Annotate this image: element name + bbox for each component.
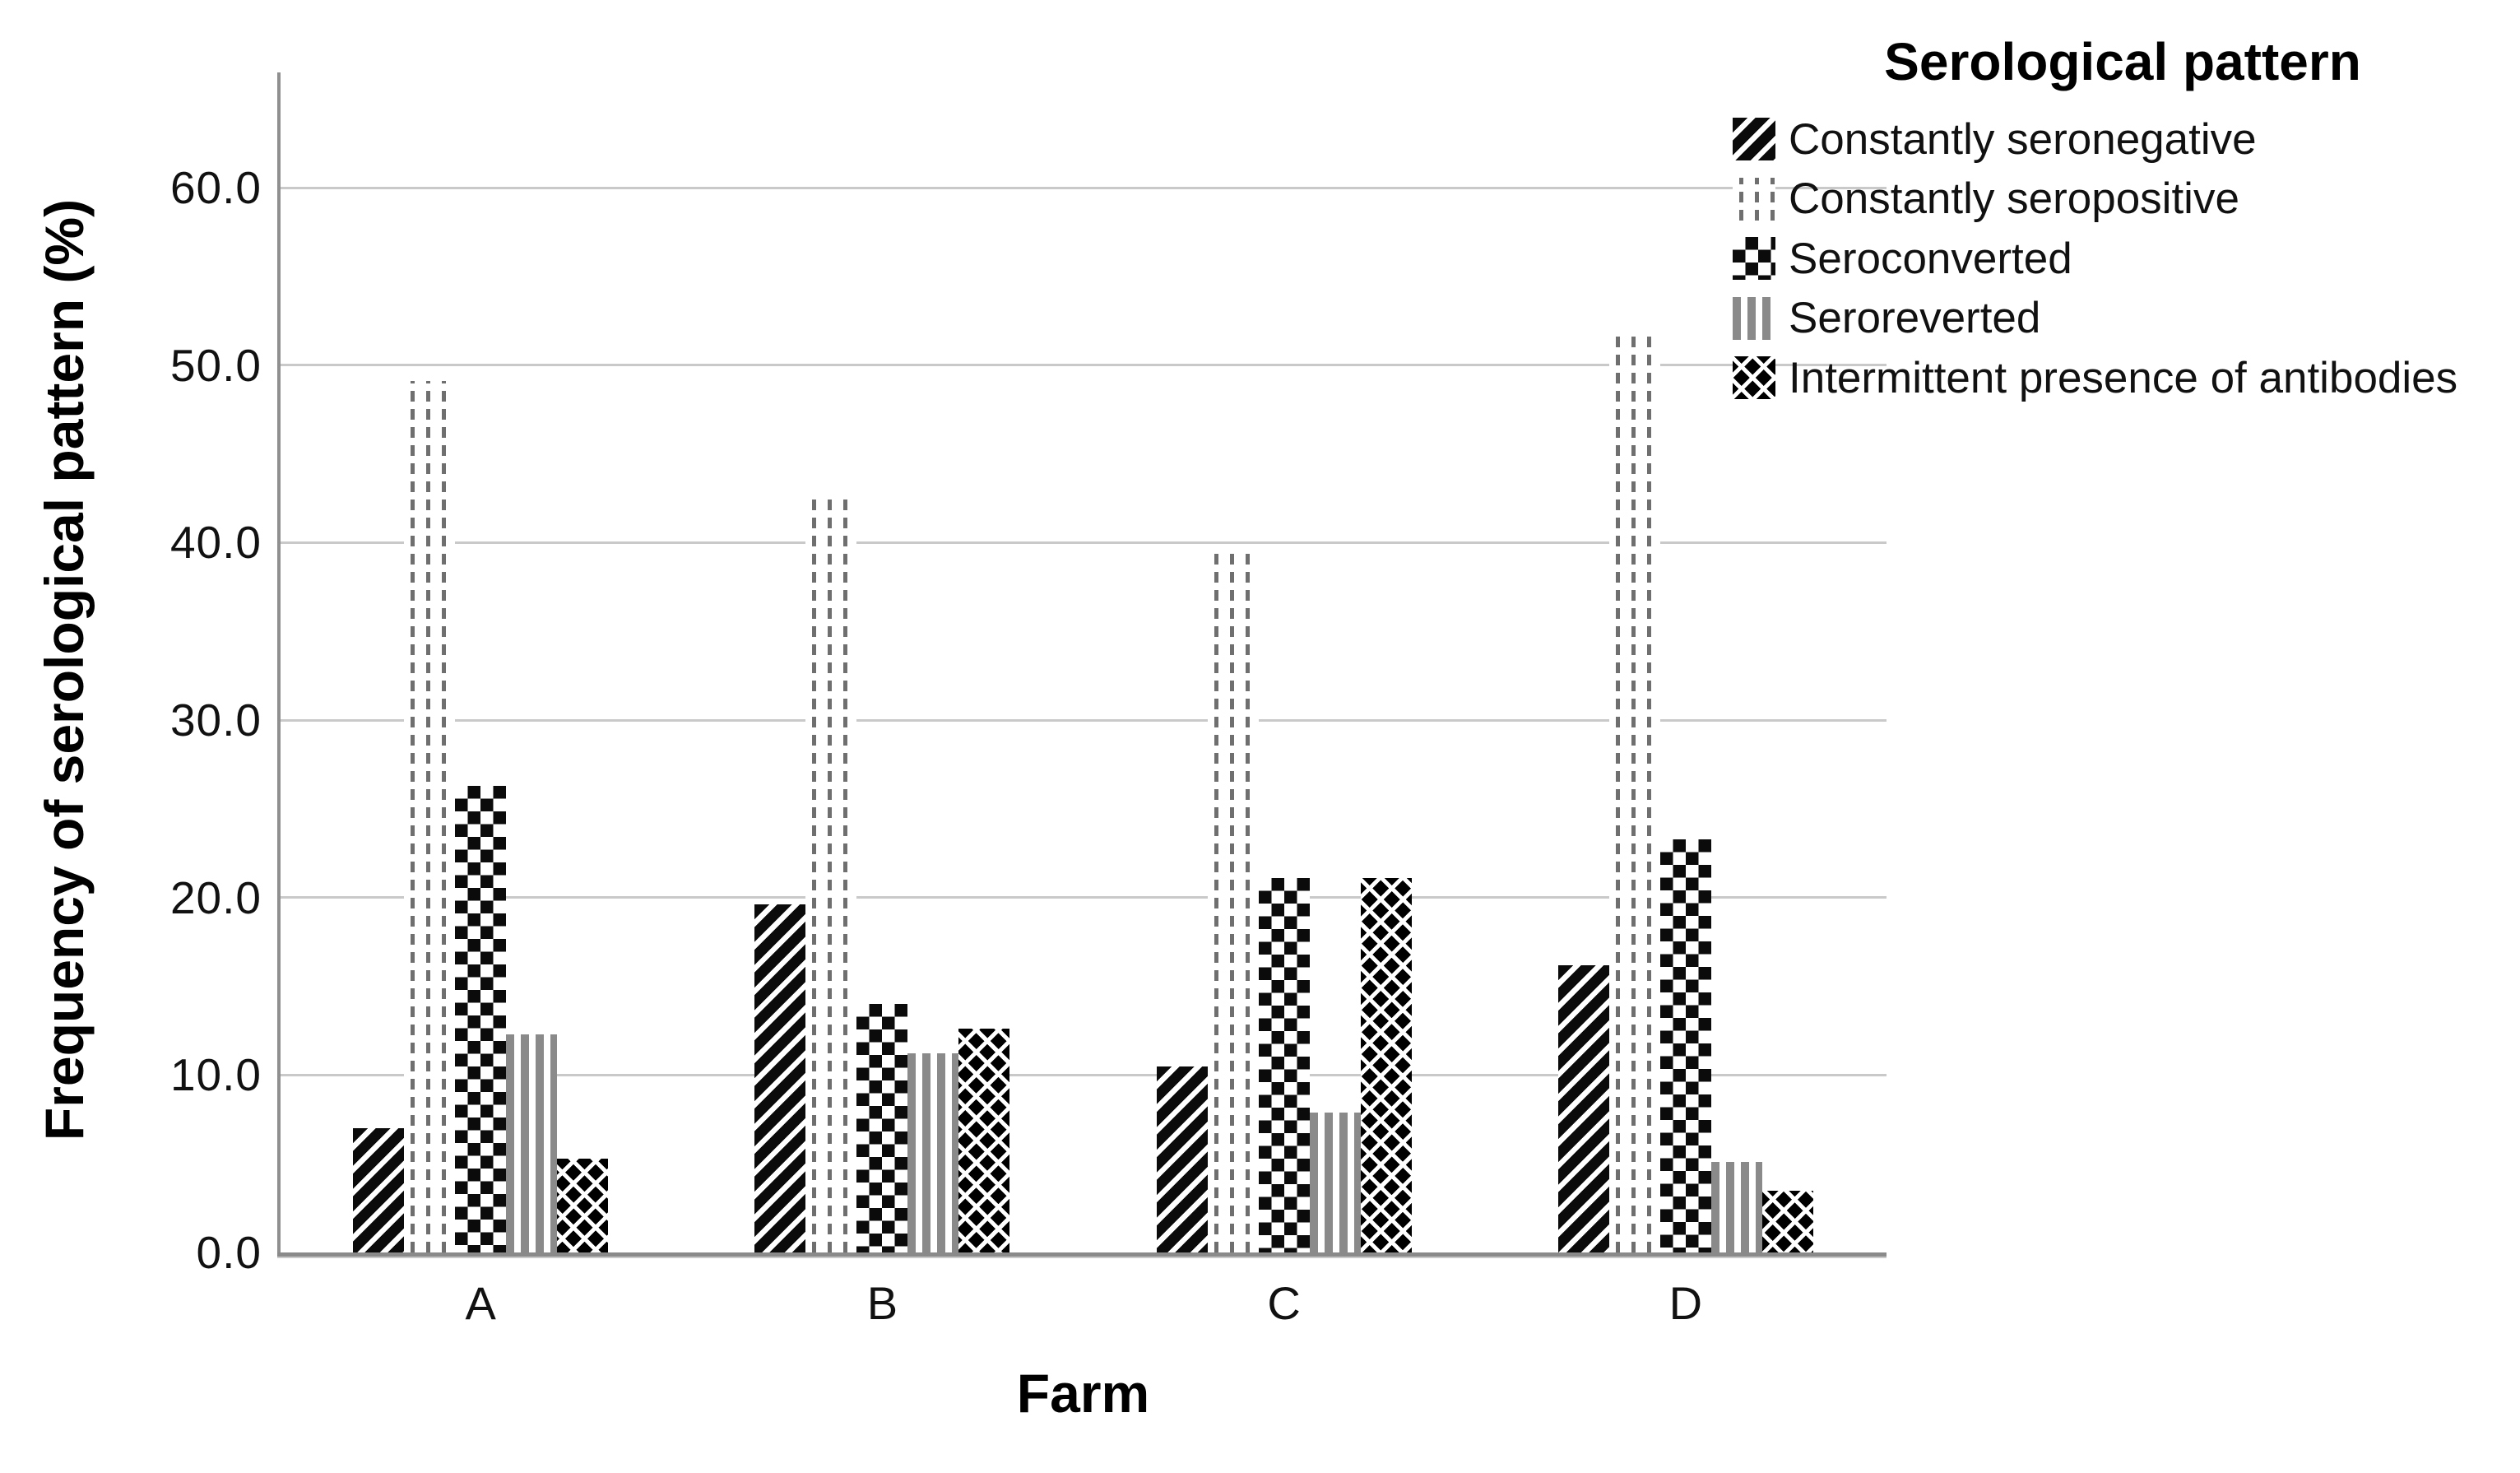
bar-farmB-diamond-lattice — [958, 1029, 1010, 1252]
gridline-50 — [280, 364, 1887, 367]
bar-farmC-diagonal-stripes — [1156, 1066, 1208, 1252]
legend-label: Intermittent presence of antibodies — [1789, 353, 2458, 402]
legend-label: Seroconverted — [1789, 234, 2072, 283]
x-category-label-D: D — [1668, 1277, 1703, 1329]
x-category-label-B: B — [866, 1277, 898, 1329]
bar-farmA-diagonal-stripes — [353, 1128, 405, 1252]
legend-item-checkerboard: Seroconverted — [1733, 234, 2072, 283]
legend-label: Constantly seronegative — [1789, 114, 2257, 164]
gridline-40 — [280, 541, 1887, 544]
bar-farmB-diagonal-stripes — [754, 904, 806, 1252]
bar-farmA-dashed-vertical-lines — [404, 381, 456, 1252]
bar-farmD-vertical-stripes — [1710, 1162, 1762, 1252]
y-tick-label-20: 20.0 — [169, 871, 262, 923]
legend: Serological pattern Constantly seronegat… — [1728, 0, 2520, 461]
x-category-label-C: C — [1267, 1277, 1301, 1329]
bar-farmA-diamond-lattice — [557, 1158, 609, 1252]
y-tick-label-0: 0.0 — [196, 1227, 262, 1278]
plot-area — [280, 72, 1887, 1252]
gridline-20 — [280, 896, 1887, 899]
legend-swatch-diagonal-stripes-icon — [1733, 118, 1775, 160]
legend-swatch-checkerboard-icon — [1733, 237, 1775, 280]
legend-item-dashed-vertical-lines: Constantly seropositive — [1733, 174, 2239, 223]
y-axis-line — [277, 72, 281, 1257]
bar-farmB-vertical-stripes — [907, 1053, 959, 1252]
bar-farmD-checkerboard — [1659, 839, 1711, 1252]
bar-farmA-checkerboard — [455, 785, 507, 1252]
legend-item-vertical-stripes: Seroreverted — [1733, 294, 2041, 342]
x-category-label-A: A — [465, 1277, 496, 1329]
y-tick-label-50: 50.0 — [169, 339, 262, 391]
bar-farmD-diagonal-stripes — [1557, 964, 1609, 1252]
legend-swatch-vertical-stripes-icon — [1733, 296, 1775, 340]
legend-label: Constantly seropositive — [1789, 174, 2239, 223]
x-axis-title: Farm — [1016, 1363, 1150, 1424]
bar-farmB-dashed-vertical-lines — [805, 495, 857, 1252]
legend-title: Serological pattern — [1884, 32, 2361, 91]
legend-swatch-dashed-vertical-lines-icon — [1733, 177, 1775, 221]
gridline-30 — [280, 718, 1887, 722]
legend-swatch-diamond-lattice-icon — [1733, 356, 1775, 399]
bar-farmD-diamond-lattice — [1761, 1190, 1813, 1252]
bar-farmB-checkerboard — [856, 1004, 908, 1252]
bar-farmC-diamond-lattice — [1360, 878, 1412, 1252]
bar-farmA-vertical-stripes — [506, 1034, 558, 1252]
y-tick-label-60: 60.0 — [169, 162, 262, 214]
bar-farmC-checkerboard — [1258, 878, 1310, 1252]
bar-farmD-dashed-vertical-lines — [1608, 333, 1660, 1252]
bar-farmC-dashed-vertical-lines — [1207, 551, 1259, 1252]
y-tick-label-40: 40.0 — [169, 517, 262, 569]
gridline-60 — [280, 186, 1887, 189]
legend-item-diamond-lattice: Intermittent presence of antibodies — [1733, 353, 2458, 402]
y-tick-label-30: 30.0 — [169, 695, 262, 746]
legend-item-diagonal-stripes: Constantly seronegative — [1733, 114, 2257, 164]
bar-farmC-vertical-stripes — [1309, 1112, 1361, 1252]
gridline-10 — [280, 1073, 1887, 1076]
y-tick-label-10: 10.0 — [169, 1049, 262, 1101]
legend-label: Seroreverted — [1789, 294, 2041, 342]
x-axis-line — [277, 1252, 1887, 1258]
